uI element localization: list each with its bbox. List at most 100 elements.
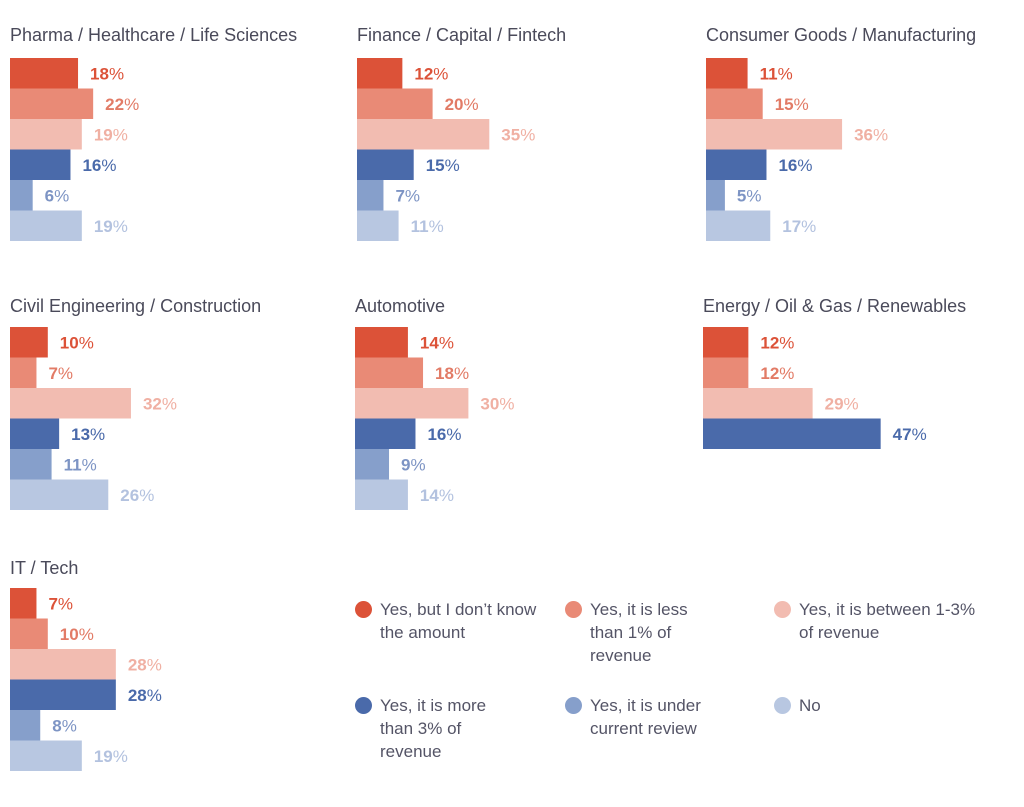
bar-value-label: 14%	[420, 486, 454, 505]
percent-sign: %	[746, 186, 761, 205]
percent-sign: %	[454, 364, 469, 383]
bar-value-label: 47%	[893, 425, 927, 444]
bar-value: 14	[420, 333, 439, 352]
percent-sign: %	[62, 716, 77, 735]
bar	[10, 388, 131, 419]
bar	[355, 449, 390, 480]
percent-sign: %	[124, 95, 139, 114]
panel-title: Automotive	[355, 296, 446, 316]
bar-value: 12	[760, 364, 779, 383]
percent-sign: %	[147, 655, 162, 674]
bar-value-label: 12%	[760, 333, 794, 352]
bar-value-label: 14%	[420, 333, 454, 352]
percent-sign: %	[139, 486, 154, 505]
panel-title: Consumer Goods / Manufacturing	[706, 25, 977, 45]
legend-swatch	[774, 601, 791, 618]
legend-item: Yes, it is less than 1% of revenue	[565, 598, 710, 667]
bar-value: 20	[445, 95, 464, 114]
bar-value-label: 18%	[435, 364, 469, 383]
bar-value-label: 28%	[128, 686, 162, 705]
bar-value: 10	[60, 625, 79, 644]
legend-item: Yes, but I don’t know the amount	[355, 598, 540, 644]
bar	[10, 210, 82, 241]
percent-sign: %	[147, 686, 162, 705]
bar-value: 28	[128, 686, 147, 705]
bar-value: 22	[105, 95, 124, 114]
bar-value: 12	[760, 333, 779, 352]
bar-value: 12	[414, 64, 433, 83]
bar-value: 28	[128, 655, 147, 674]
bar	[355, 357, 424, 388]
bar-value: 11	[411, 217, 429, 236]
bar-value: 17	[782, 217, 801, 236]
percent-sign: %	[778, 64, 793, 83]
percent-sign: %	[499, 394, 514, 413]
bar	[10, 180, 33, 211]
bar-value-label: 7%	[48, 594, 73, 613]
bar-value-label: 17%	[782, 217, 816, 236]
percent-sign: %	[101, 156, 116, 175]
bar-value: 19	[94, 125, 113, 144]
bar-value: 7	[395, 186, 404, 205]
legend-item: Yes, it is more than 3% of revenue	[355, 694, 510, 763]
bar	[357, 149, 414, 180]
bar-value-label: 8%	[52, 716, 77, 735]
legend-label: Yes, it is under current review	[590, 696, 701, 738]
panel-title: Pharma / Healthcare / Life Sciences	[10, 25, 298, 45]
bar-value: 16	[778, 156, 797, 175]
bar-value-label: 15%	[775, 95, 809, 114]
legend-swatch	[565, 697, 582, 714]
percent-sign: %	[912, 425, 927, 444]
panel-bars: 10%7%32%13%11%26%	[10, 327, 177, 510]
percent-sign: %	[801, 217, 816, 236]
percent-sign: %	[54, 186, 69, 205]
bar	[10, 58, 79, 89]
bar	[703, 327, 749, 358]
bar-value-label: 10%	[60, 625, 94, 644]
bar-value: 15	[426, 156, 445, 175]
bar	[10, 649, 116, 680]
panel-title: Energy / Oil & Gas / Renewables	[703, 296, 967, 316]
bar-value-label: 7%	[395, 186, 420, 205]
bar-value: 10	[60, 333, 79, 352]
bar-value: 6	[45, 186, 54, 205]
bar-value: 32	[143, 394, 162, 413]
bar-value-label: 6%	[45, 186, 70, 205]
bar-value-label: 9%	[401, 455, 426, 474]
bar	[10, 418, 60, 449]
bar-value: 26	[120, 486, 139, 505]
legend-label: Yes, it is between 1-3% of revenue	[799, 600, 976, 642]
bar-value-label: 29%	[825, 394, 859, 413]
panel-bars: 12%20%35%15%7%11%	[357, 58, 535, 241]
percent-sign: %	[433, 64, 448, 83]
bar	[10, 588, 37, 619]
percent-sign: %	[844, 394, 859, 413]
panel-bars: 18%22%19%16%6%19%	[10, 58, 139, 241]
bar-value-label: 20%	[445, 95, 479, 114]
bar	[703, 418, 881, 449]
bar	[357, 180, 384, 211]
panel-title: IT / Tech	[10, 558, 79, 578]
percent-sign: %	[464, 95, 479, 114]
bar-value: 19	[94, 747, 113, 766]
bar-value-label: 32%	[143, 394, 177, 413]
percent-sign: %	[58, 364, 73, 383]
bar	[355, 327, 408, 358]
chart-legend: Yes, but I don’t know the amount Yes, it…	[355, 598, 995, 778]
bar	[357, 210, 399, 241]
bar-value-label: 26%	[120, 486, 154, 505]
bar-value: 13	[71, 425, 90, 444]
bar-value-label: 11%	[411, 217, 444, 236]
bar-value: 11	[760, 64, 778, 83]
percent-sign: %	[113, 217, 128, 236]
bar-value-label: 36%	[854, 125, 888, 144]
bar-value-label: 18%	[90, 64, 124, 83]
bar	[706, 210, 771, 241]
bar-value-label: 16%	[778, 156, 812, 175]
bar-value-label: 15%	[426, 156, 460, 175]
panel-title: Finance / Capital / Fintech	[357, 25, 567, 45]
bar	[10, 119, 82, 150]
percent-sign: %	[79, 333, 94, 352]
bar-value: 8	[52, 716, 61, 735]
bar-value-label: 11%	[760, 64, 793, 83]
